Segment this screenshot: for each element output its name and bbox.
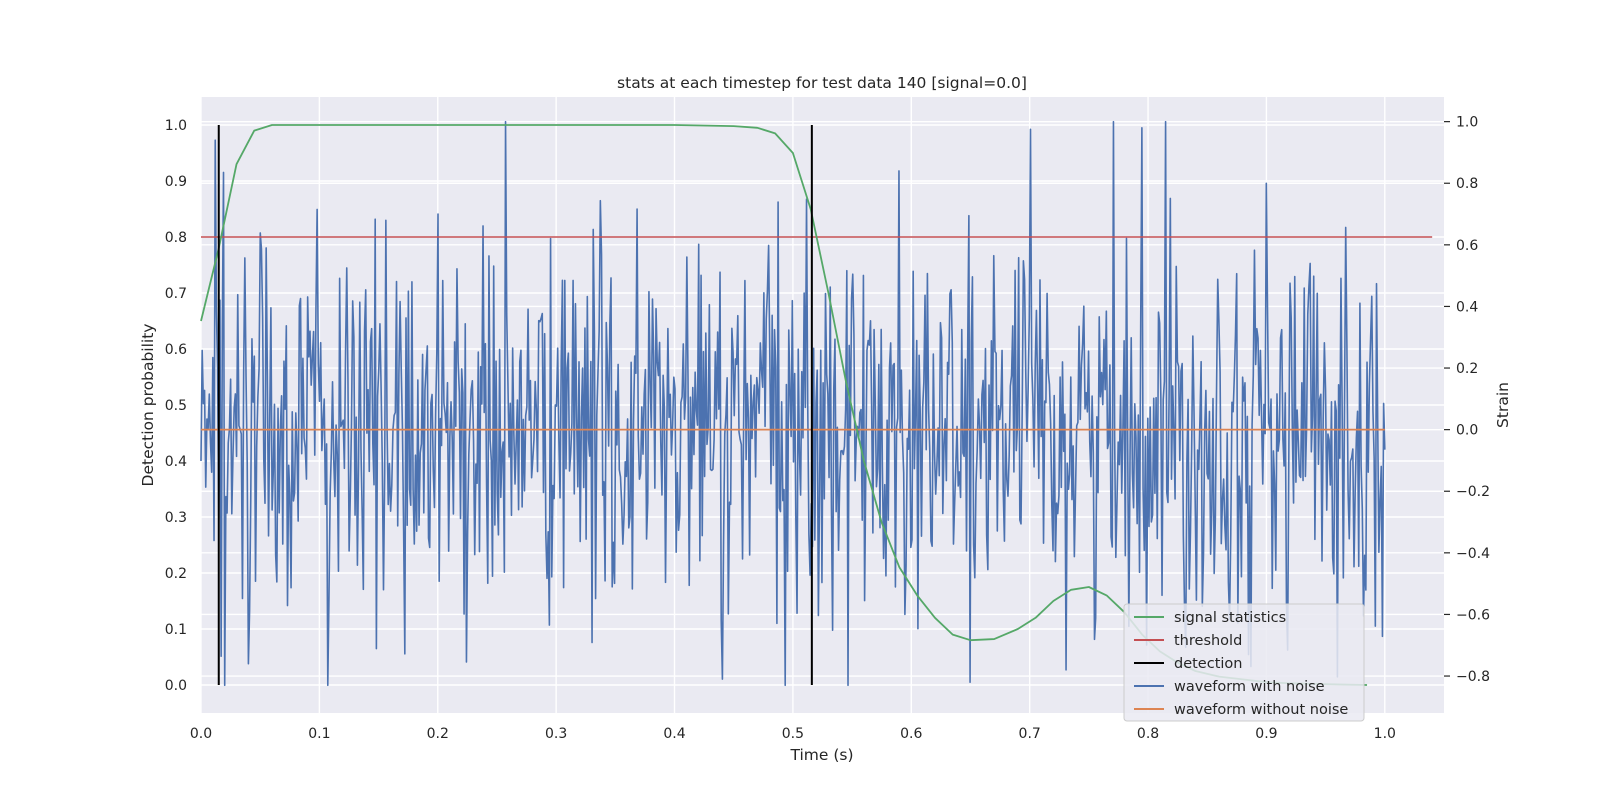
legend-entry-waveform-without-noise: waveform without noise — [1134, 702, 1348, 718]
legend-label-threshold: threshold — [1174, 633, 1242, 649]
x-tick-label: 0.1 — [308, 726, 330, 742]
x-tick-label: 0.9 — [1255, 726, 1277, 742]
x-tick-label: 0.2 — [427, 726, 449, 742]
x-tick-label: 0.4 — [663, 726, 685, 742]
y-left-tick-label: 1.0 — [165, 118, 187, 134]
x-tick-label: 0.0 — [190, 726, 212, 742]
y-left-tick-label: 0.2 — [165, 566, 187, 582]
legend: signal statistics threshold detection wa… — [1123, 603, 1365, 722]
y-right-tick-label: 0.8 — [1456, 176, 1478, 192]
y-left-tick-label: 0.6 — [165, 342, 187, 358]
x-tick-label: 0.5 — [782, 726, 804, 742]
y-right-tick-label: 0.2 — [1456, 361, 1478, 377]
tick-layer: 0.0 0.1 0.2 0.3 0.4 0.5 0.6 0.7 0.8 0.9 1.0 0.0 0.1 0… — [165, 115, 1490, 742]
legend-label-waveform-without-noise: waveform without noise — [1174, 702, 1348, 718]
y-left-tick-label: 0.5 — [165, 398, 187, 414]
legend-label-detection: detection — [1174, 656, 1242, 672]
y-right-tick-label: 0.0 — [1456, 423, 1478, 439]
x-tick-label: 0.8 — [1137, 726, 1159, 742]
x-tick-label: 1.0 — [1374, 726, 1396, 742]
x-tick-label: 0.6 — [900, 726, 922, 742]
y-axis-right-title: Strain — [1494, 382, 1512, 428]
legend-label-waveform-with-noise: waveform with noise — [1174, 679, 1325, 695]
y-right-tick-label: −0.8 — [1456, 669, 1490, 685]
y-left-tick-label: 0.8 — [165, 230, 187, 246]
x-tick-label: 0.7 — [1019, 726, 1041, 742]
y-right-tick-label: −0.2 — [1456, 484, 1490, 500]
x-tick-label: 0.3 — [545, 726, 567, 742]
legend-entry-signal-statistics: signal statistics — [1134, 610, 1286, 626]
y-right-tick-label: 1.0 — [1456, 115, 1478, 131]
y-left-tick-label: 0.0 — [165, 678, 187, 694]
legend-entry-waveform-with-noise: waveform with noise — [1134, 679, 1325, 695]
y-right-tick-label: −0.4 — [1456, 546, 1490, 562]
y-left-tick-label: 0.9 — [165, 174, 187, 190]
y-axis-left-title: Detection probability — [139, 324, 157, 487]
y-left-tick-label: 0.1 — [165, 622, 187, 638]
y-left-tick-label: 0.3 — [165, 510, 187, 526]
y-right-tick-label: −0.6 — [1456, 607, 1490, 623]
x-axis-title: Time (s) — [789, 746, 853, 764]
y-right-tick-label: 0.6 — [1456, 238, 1478, 254]
y-left-tick-label: 0.7 — [165, 286, 187, 302]
y-right-tick-label: 0.4 — [1456, 299, 1478, 315]
y-left-tick-label: 0.4 — [165, 454, 187, 470]
legend-label-signal-statistics: signal statistics — [1174, 610, 1286, 626]
chart-title: stats at each timestep for test data 140… — [617, 74, 1027, 92]
legend-box — [1123, 603, 1365, 722]
legend-entry-threshold: threshold — [1134, 633, 1242, 649]
legend-entry-detection: detection — [1134, 656, 1242, 672]
